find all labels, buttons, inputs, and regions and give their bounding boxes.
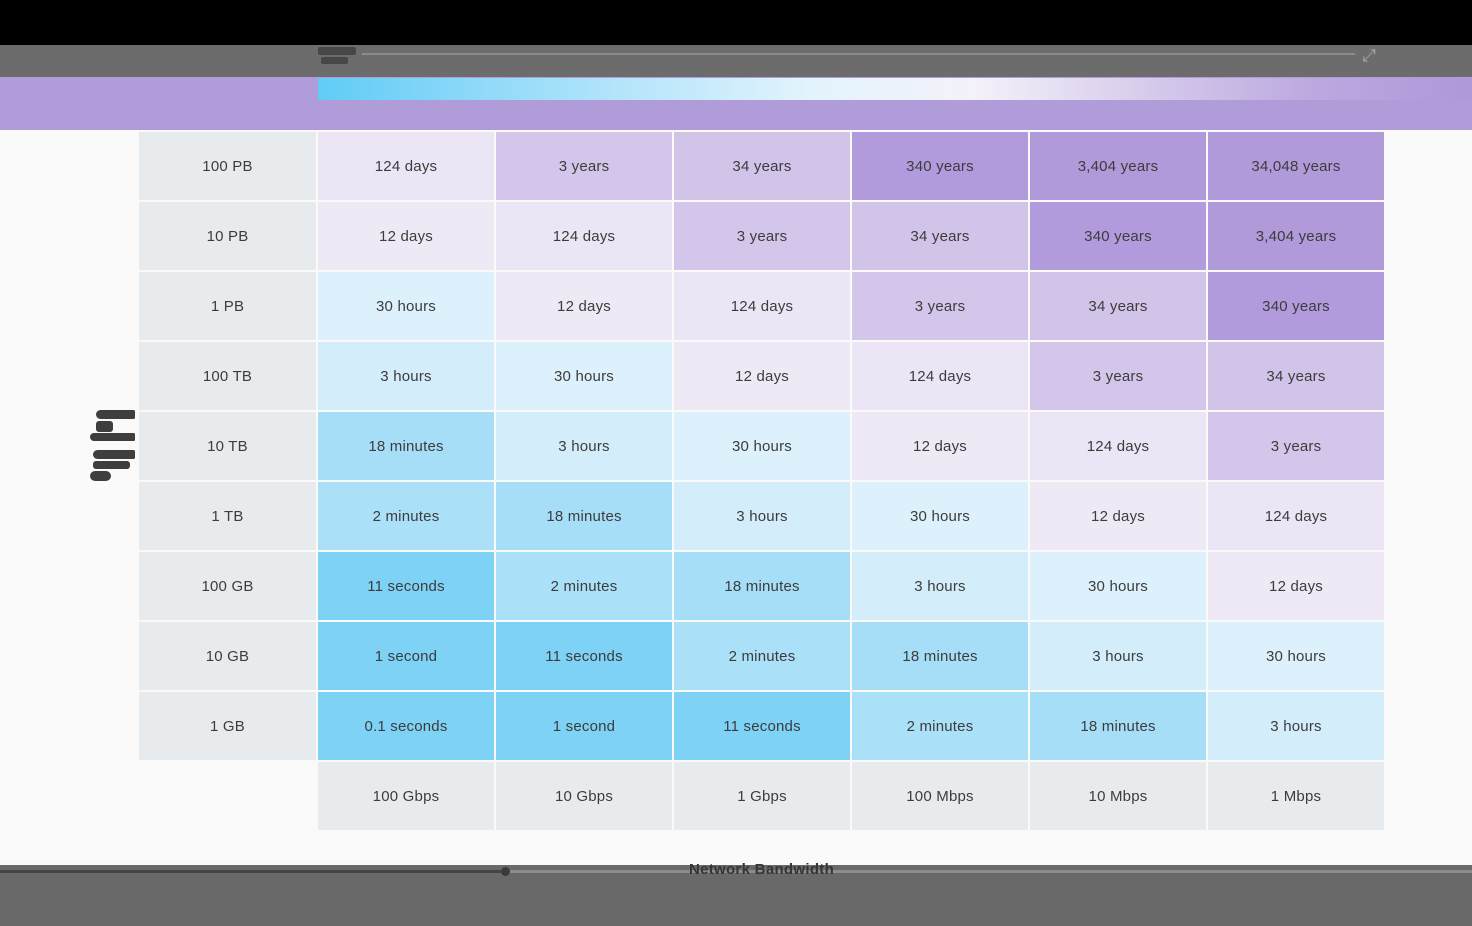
table-cell: 3 years <box>496 132 672 200</box>
redacted-text-bar <box>93 461 130 469</box>
row-label: 100 PB <box>139 132 316 200</box>
table-cell: 12 days <box>1030 482 1206 550</box>
color-scale-gradient <box>318 78 1472 100</box>
table-cell: 340 years <box>852 132 1028 200</box>
playhead-handle[interactable] <box>500 867 510 876</box>
table-cell: 12 days <box>1208 552 1384 620</box>
row-label: 10 PB <box>139 202 316 270</box>
table-cell: 3,404 years <box>1208 202 1384 270</box>
table-cell: 12 days <box>496 272 672 340</box>
redacted-text-bar <box>96 421 113 432</box>
progress-played <box>0 870 505 873</box>
table-cell: 12 days <box>852 412 1028 480</box>
caption-redacted-text <box>318 47 356 55</box>
table-cell: 18 minutes <box>852 622 1028 690</box>
table-cell: 3 hours <box>1208 692 1384 760</box>
table-cell: 124 days <box>674 272 850 340</box>
table-cell: 2 minutes <box>318 482 494 550</box>
table-cell: 3 hours <box>318 342 494 410</box>
column-label: 10 Mbps <box>1030 762 1206 830</box>
table-cell: 34 years <box>1030 272 1206 340</box>
table-cell: 340 years <box>1030 202 1206 270</box>
table-cell: 11 seconds <box>496 622 672 690</box>
table-cell: 34,048 years <box>1208 132 1384 200</box>
expand-icon[interactable]: ⤢ <box>1362 46 1376 65</box>
table-cell: 2 minutes <box>852 692 1028 760</box>
table-cell: 18 minutes <box>1030 692 1206 760</box>
table-cell: 12 days <box>674 342 850 410</box>
legend-header-bar <box>0 77 1472 130</box>
table-cell: 18 minutes <box>496 482 672 550</box>
playback-bar <box>0 865 1472 926</box>
table-cell: 340 years <box>1208 272 1384 340</box>
table-cell: 18 minutes <box>318 412 494 480</box>
header-rule-line <box>362 53 1355 55</box>
redacted-text-bar <box>96 410 135 419</box>
row-label: 10 TB <box>139 412 316 480</box>
seek-bar[interactable] <box>0 867 1472 876</box>
redacted-text-bar <box>90 433 135 441</box>
table-cell: 30 hours <box>1030 552 1206 620</box>
top-gray-bar <box>0 45 1472 77</box>
table-cell: 124 days <box>1208 482 1384 550</box>
redacted-text-bar <box>90 471 111 481</box>
table-cell: 34 years <box>1208 342 1384 410</box>
table-cell: 30 hours <box>674 412 850 480</box>
table-cell: 3 years <box>674 202 850 270</box>
row-label: 1 TB <box>139 482 316 550</box>
table-cell: 124 days <box>496 202 672 270</box>
table-cell: 11 seconds <box>674 692 850 760</box>
table-cell: 34 years <box>674 132 850 200</box>
table-cell: 1 second <box>318 622 494 690</box>
column-label: 100 Mbps <box>852 762 1028 830</box>
column-label: 1 Gbps <box>674 762 850 830</box>
transfer-time-table: 100 PB 124 days 3 years 34 years 340 years 3,… <box>139 132 1384 830</box>
table-cell: 2 minutes <box>674 622 850 690</box>
row-label: 10 GB <box>139 622 316 690</box>
table-cell: 124 days <box>852 342 1028 410</box>
table-cell: 30 hours <box>1208 622 1384 690</box>
table-cell: 3 years <box>1030 342 1206 410</box>
redacted-text-bar <box>93 450 135 459</box>
table-cell: 3 years <box>1208 412 1384 480</box>
column-label: 100 Gbps <box>318 762 494 830</box>
top-black-bar <box>0 0 1472 45</box>
table-cell: 12 days <box>318 202 494 270</box>
table-cell: 3 hours <box>496 412 672 480</box>
x-axis-title: Network Bandwidth <box>688 861 835 878</box>
table-cell: 34 years <box>852 202 1028 270</box>
table-cell: 3 hours <box>674 482 850 550</box>
row-label: 1 GB <box>139 692 316 760</box>
caption-redacted-text <box>321 57 348 64</box>
table-cell: 124 days <box>1030 412 1206 480</box>
table-cell: 30 hours <box>318 272 494 340</box>
table-cell: 3 hours <box>852 552 1028 620</box>
row-label: 100 GB <box>139 552 316 620</box>
footer-spacer <box>139 762 316 830</box>
table-cell: 0.1 seconds <box>318 692 494 760</box>
table-cell: 3 hours <box>1030 622 1206 690</box>
table-cell: 18 minutes <box>674 552 850 620</box>
column-label: 1 Mbps <box>1208 762 1384 830</box>
column-label: 10 Gbps <box>496 762 672 830</box>
table-cell: 3 years <box>852 272 1028 340</box>
table-cell: 30 hours <box>852 482 1028 550</box>
table-cell: 2 minutes <box>496 552 672 620</box>
table-cell: 3,404 years <box>1030 132 1206 200</box>
y-axis-title-redacted <box>88 406 136 490</box>
table-cell: 124 days <box>318 132 494 200</box>
row-label: 1 PB <box>139 272 316 340</box>
table-cell: 1 second <box>496 692 672 760</box>
table-cell: 11 seconds <box>318 552 494 620</box>
row-label: 100 TB <box>139 342 316 410</box>
table-cell: 30 hours <box>496 342 672 410</box>
